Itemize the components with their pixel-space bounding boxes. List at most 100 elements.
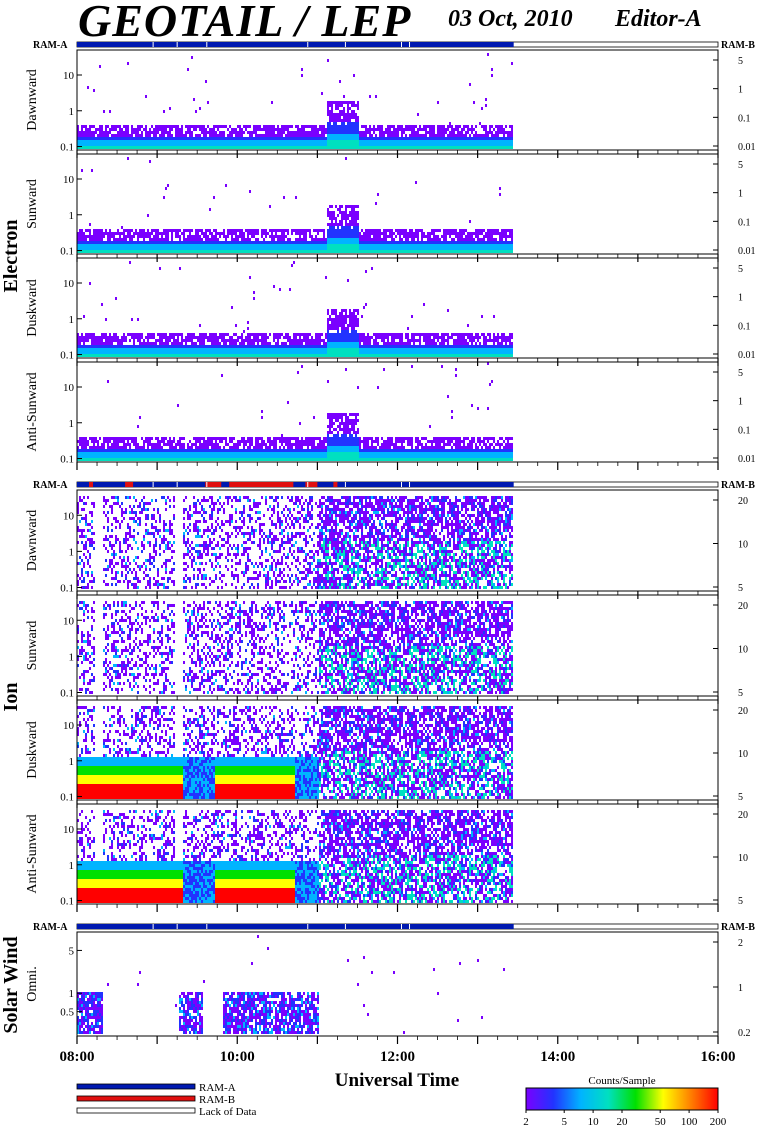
spectrogram-cell — [193, 146, 195, 149]
spectrogram-cell — [471, 250, 473, 253]
spectrogram-cell — [283, 131, 285, 134]
spectrogram-cell — [379, 351, 381, 354]
spectrogram-cell — [91, 235, 93, 238]
spectrogram-cell — [125, 140, 127, 143]
spectrogram-cell — [213, 247, 215, 250]
spectrogram-cell — [83, 241, 85, 244]
spectrogram-cell — [189, 238, 191, 241]
spectrogram-cell — [469, 235, 471, 238]
spectrogram-cell — [113, 247, 115, 250]
spectrogram-cell — [83, 140, 85, 143]
spectrogram-cell — [489, 241, 491, 244]
spectrogram-cell — [259, 125, 261, 128]
spectrogram-cell — [329, 146, 331, 149]
spectrogram-cell — [353, 211, 355, 214]
spectrogram-cell — [503, 232, 505, 235]
spectrogram-cell — [497, 244, 499, 247]
spectrogram-cell — [265, 244, 267, 247]
spectrogram-cell — [201, 348, 203, 351]
spectrogram-cell — [349, 324, 351, 327]
spectrogram-cell — [141, 333, 143, 336]
spectrogram-cell — [187, 229, 189, 232]
spectrogram-cell — [373, 351, 375, 354]
spectrogram-cell — [199, 351, 201, 354]
spectrogram-cell — [267, 244, 269, 247]
spectrogram-cell — [183, 241, 185, 244]
spectrogram-cell — [357, 333, 359, 336]
spectrogram-cell — [81, 339, 83, 342]
spectrogram-cell — [185, 342, 187, 345]
spectrogram-cell — [373, 235, 375, 238]
spectrogram-cell — [173, 351, 175, 354]
spectrogram-cell — [129, 238, 131, 241]
spectrogram-cell — [183, 339, 185, 342]
spectrogram-cell — [129, 232, 131, 235]
spectrogram-cell — [333, 217, 335, 220]
spectrogram-cell — [355, 339, 357, 342]
spectrogram-cell — [285, 140, 287, 143]
spectrogram-cell — [333, 312, 335, 315]
spectrogram-cell — [341, 244, 343, 247]
spectrogram-cell — [373, 238, 375, 241]
spectrogram-cell — [215, 336, 217, 339]
spectrogram-cell — [313, 351, 315, 354]
spectrogram-cell — [495, 229, 497, 232]
spectrogram-cell — [199, 134, 201, 137]
spectrogram-cell — [185, 143, 187, 146]
spectrogram-cell — [261, 229, 263, 232]
spectrogram-cell — [381, 247, 383, 250]
spectrogram-cell — [305, 348, 307, 351]
spectrogram-cell — [339, 211, 341, 214]
spectrogram-cell — [225, 146, 227, 149]
spectrogram-cell — [443, 146, 445, 149]
spectrogram-cell — [329, 232, 331, 235]
spectrogram-cell — [339, 232, 341, 235]
spectrogram-cell — [279, 333, 281, 336]
spectrogram-cell — [105, 232, 107, 235]
spectrogram-cell — [281, 235, 283, 238]
spectrogram-cell — [369, 339, 371, 342]
spectrogram-cell — [353, 333, 355, 336]
spectrogram-cell — [79, 351, 81, 354]
spectrogram-cell — [301, 68, 303, 71]
spectrogram-cell — [389, 235, 391, 238]
spectrogram-cell — [459, 143, 461, 146]
spectrogram-cell — [465, 247, 467, 250]
spectrogram-cell — [403, 244, 405, 247]
spectrogram-cell — [395, 345, 397, 348]
spectrogram-cell — [481, 241, 483, 244]
spectrogram-cell — [195, 244, 197, 247]
spectrogram-cell — [151, 354, 153, 357]
spectrogram-cell — [331, 113, 333, 116]
spectrogram-cell — [307, 229, 309, 232]
spectrogram-cell — [317, 232, 319, 235]
spectrogram-cell — [473, 128, 475, 131]
spectrogram-cell — [511, 241, 513, 244]
spectrogram-cell — [489, 146, 491, 149]
spectrogram-cell — [301, 351, 303, 354]
spectrogram-cell — [343, 146, 345, 149]
spectrogram-cell — [307, 348, 309, 351]
spectrogram-cell — [469, 83, 471, 86]
spectrogram-cell — [141, 247, 143, 250]
spectrogram-cell — [105, 336, 107, 339]
spectrogram-cell — [405, 146, 407, 149]
spectrogram-cell — [427, 143, 429, 146]
spectrogram-cell — [389, 134, 391, 137]
spectrogram-cell — [339, 119, 341, 122]
panel-electron-dawnward: 0.11100.010.115Dawnward — [25, 50, 756, 158]
spectrogram-cell — [253, 351, 255, 354]
spectrogram-cell — [509, 244, 511, 247]
spectrogram-cell — [449, 122, 451, 125]
spectrogram-cell — [489, 250, 491, 253]
spectrogram-cell — [273, 140, 275, 143]
spectrogram-cell — [335, 107, 337, 110]
spectrogram-cell — [447, 229, 449, 232]
spectrogram-cell — [193, 235, 195, 238]
spectrogram-cell — [181, 244, 183, 247]
spectrogram-cell — [413, 351, 415, 354]
spectrogram-cell — [175, 333, 177, 336]
spectrogram-cell — [127, 134, 129, 137]
spectrogram-cell — [161, 137, 163, 140]
spectrogram-cell — [231, 345, 233, 348]
